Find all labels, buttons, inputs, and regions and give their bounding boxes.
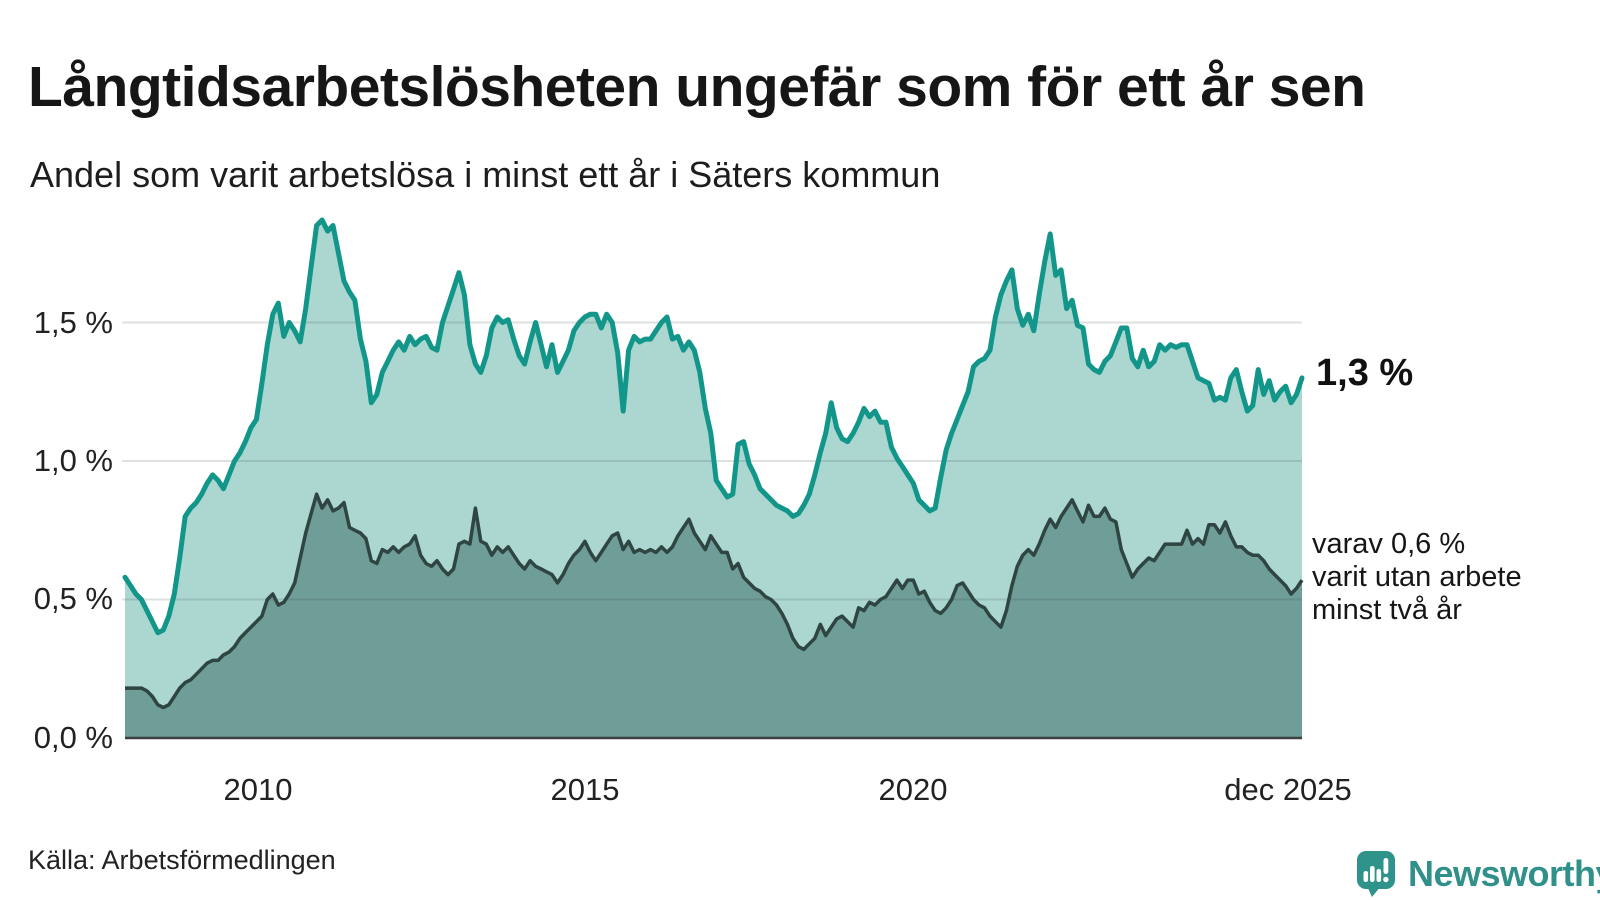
newsworthy-logo: Newsworthy <box>1356 850 1600 897</box>
line-min-two-years <box>125 492 1304 710</box>
x-tick-2020: 2020 <box>878 772 948 807</box>
newsworthy-logo-text: Newsworthy <box>1408 852 1600 894</box>
annotation-line-3: minst två år <box>1312 594 1462 626</box>
line-min-one-year <box>122 217 1305 636</box>
y-tick-0-0: 0,0 % <box>33 720 113 755</box>
series-end-label-total: 1,3 % <box>1316 352 1414 394</box>
page-title: Långtidsarbetslösheten ungefär som för e… <box>28 55 1366 120</box>
x-tick-2010: 2010 <box>223 772 293 807</box>
annotation-line-2: varit utan arbete <box>1312 561 1522 593</box>
series-annotation-two-years: varav 0,6 % varit utan arbete minst två … <box>1312 528 1522 627</box>
newsworthy-logo-icon <box>1356 850 1396 897</box>
y-tick-1-0: 1,0 % <box>33 443 113 478</box>
x-tick-2015: 2015 <box>550 772 620 807</box>
y-tick-0-5: 0,5 % <box>33 581 113 616</box>
chart-subtitle: Andel som varit arbetslösa i minst ett å… <box>30 154 941 195</box>
annotation-line-1: varav 0,6 % <box>1312 528 1466 560</box>
source-note: Källa: Arbetsförmedlingen <box>28 845 336 875</box>
x-tick-dec-2025: dec 2025 <box>1224 772 1352 807</box>
y-tick-1-5: 1,5 % <box>33 305 113 340</box>
